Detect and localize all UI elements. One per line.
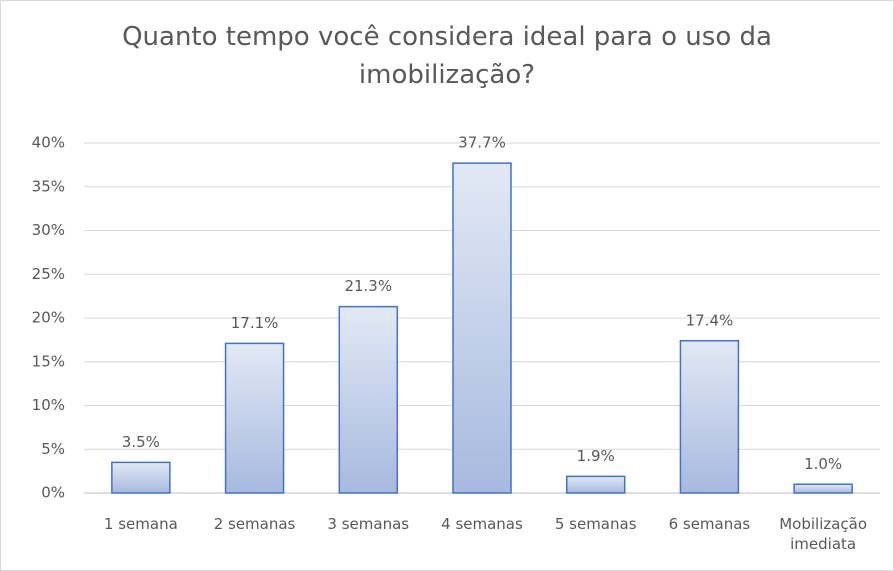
x-tick-label: 5 semanas xyxy=(554,515,637,533)
bar xyxy=(338,305,399,494)
x-tick-label: 6 semanas xyxy=(668,515,751,533)
x-tick-label: 2 semanas xyxy=(213,515,296,533)
data-label: 1.0% xyxy=(804,455,842,473)
data-label: 17.4% xyxy=(686,311,734,329)
bar xyxy=(793,483,853,494)
bar xyxy=(111,461,171,494)
x-tick-label: 4 semanas xyxy=(441,515,523,533)
data-label: 3.5% xyxy=(122,433,160,451)
x-tick-label: 3 semanas xyxy=(327,515,410,533)
bar xyxy=(452,162,512,494)
data-label: 37.7% xyxy=(458,134,506,152)
y-tick-label: 5% xyxy=(41,440,65,458)
y-tick-label: 30% xyxy=(32,221,65,239)
y-tick-label: 20% xyxy=(32,309,65,327)
y-tick-label: 15% xyxy=(32,352,65,370)
bar xyxy=(679,340,740,494)
data-label: 17.1% xyxy=(231,314,279,332)
y-tick-label: 0% xyxy=(41,484,65,502)
data-label: 1.9% xyxy=(577,447,615,465)
y-tick-label: 10% xyxy=(32,396,65,414)
bar xyxy=(565,475,626,494)
y-tick-label: 25% xyxy=(32,265,65,283)
y-tick-label: 40% xyxy=(32,134,65,152)
x-tick-label: 1 semana xyxy=(103,515,178,533)
data-label: 21.3% xyxy=(344,277,392,295)
chart-title: Quanto tempo você considera ideal para o… xyxy=(122,22,772,90)
y-tick-label: 35% xyxy=(32,177,65,195)
bar xyxy=(224,342,285,494)
x-tick-label: Mobilização imediata xyxy=(779,515,868,553)
